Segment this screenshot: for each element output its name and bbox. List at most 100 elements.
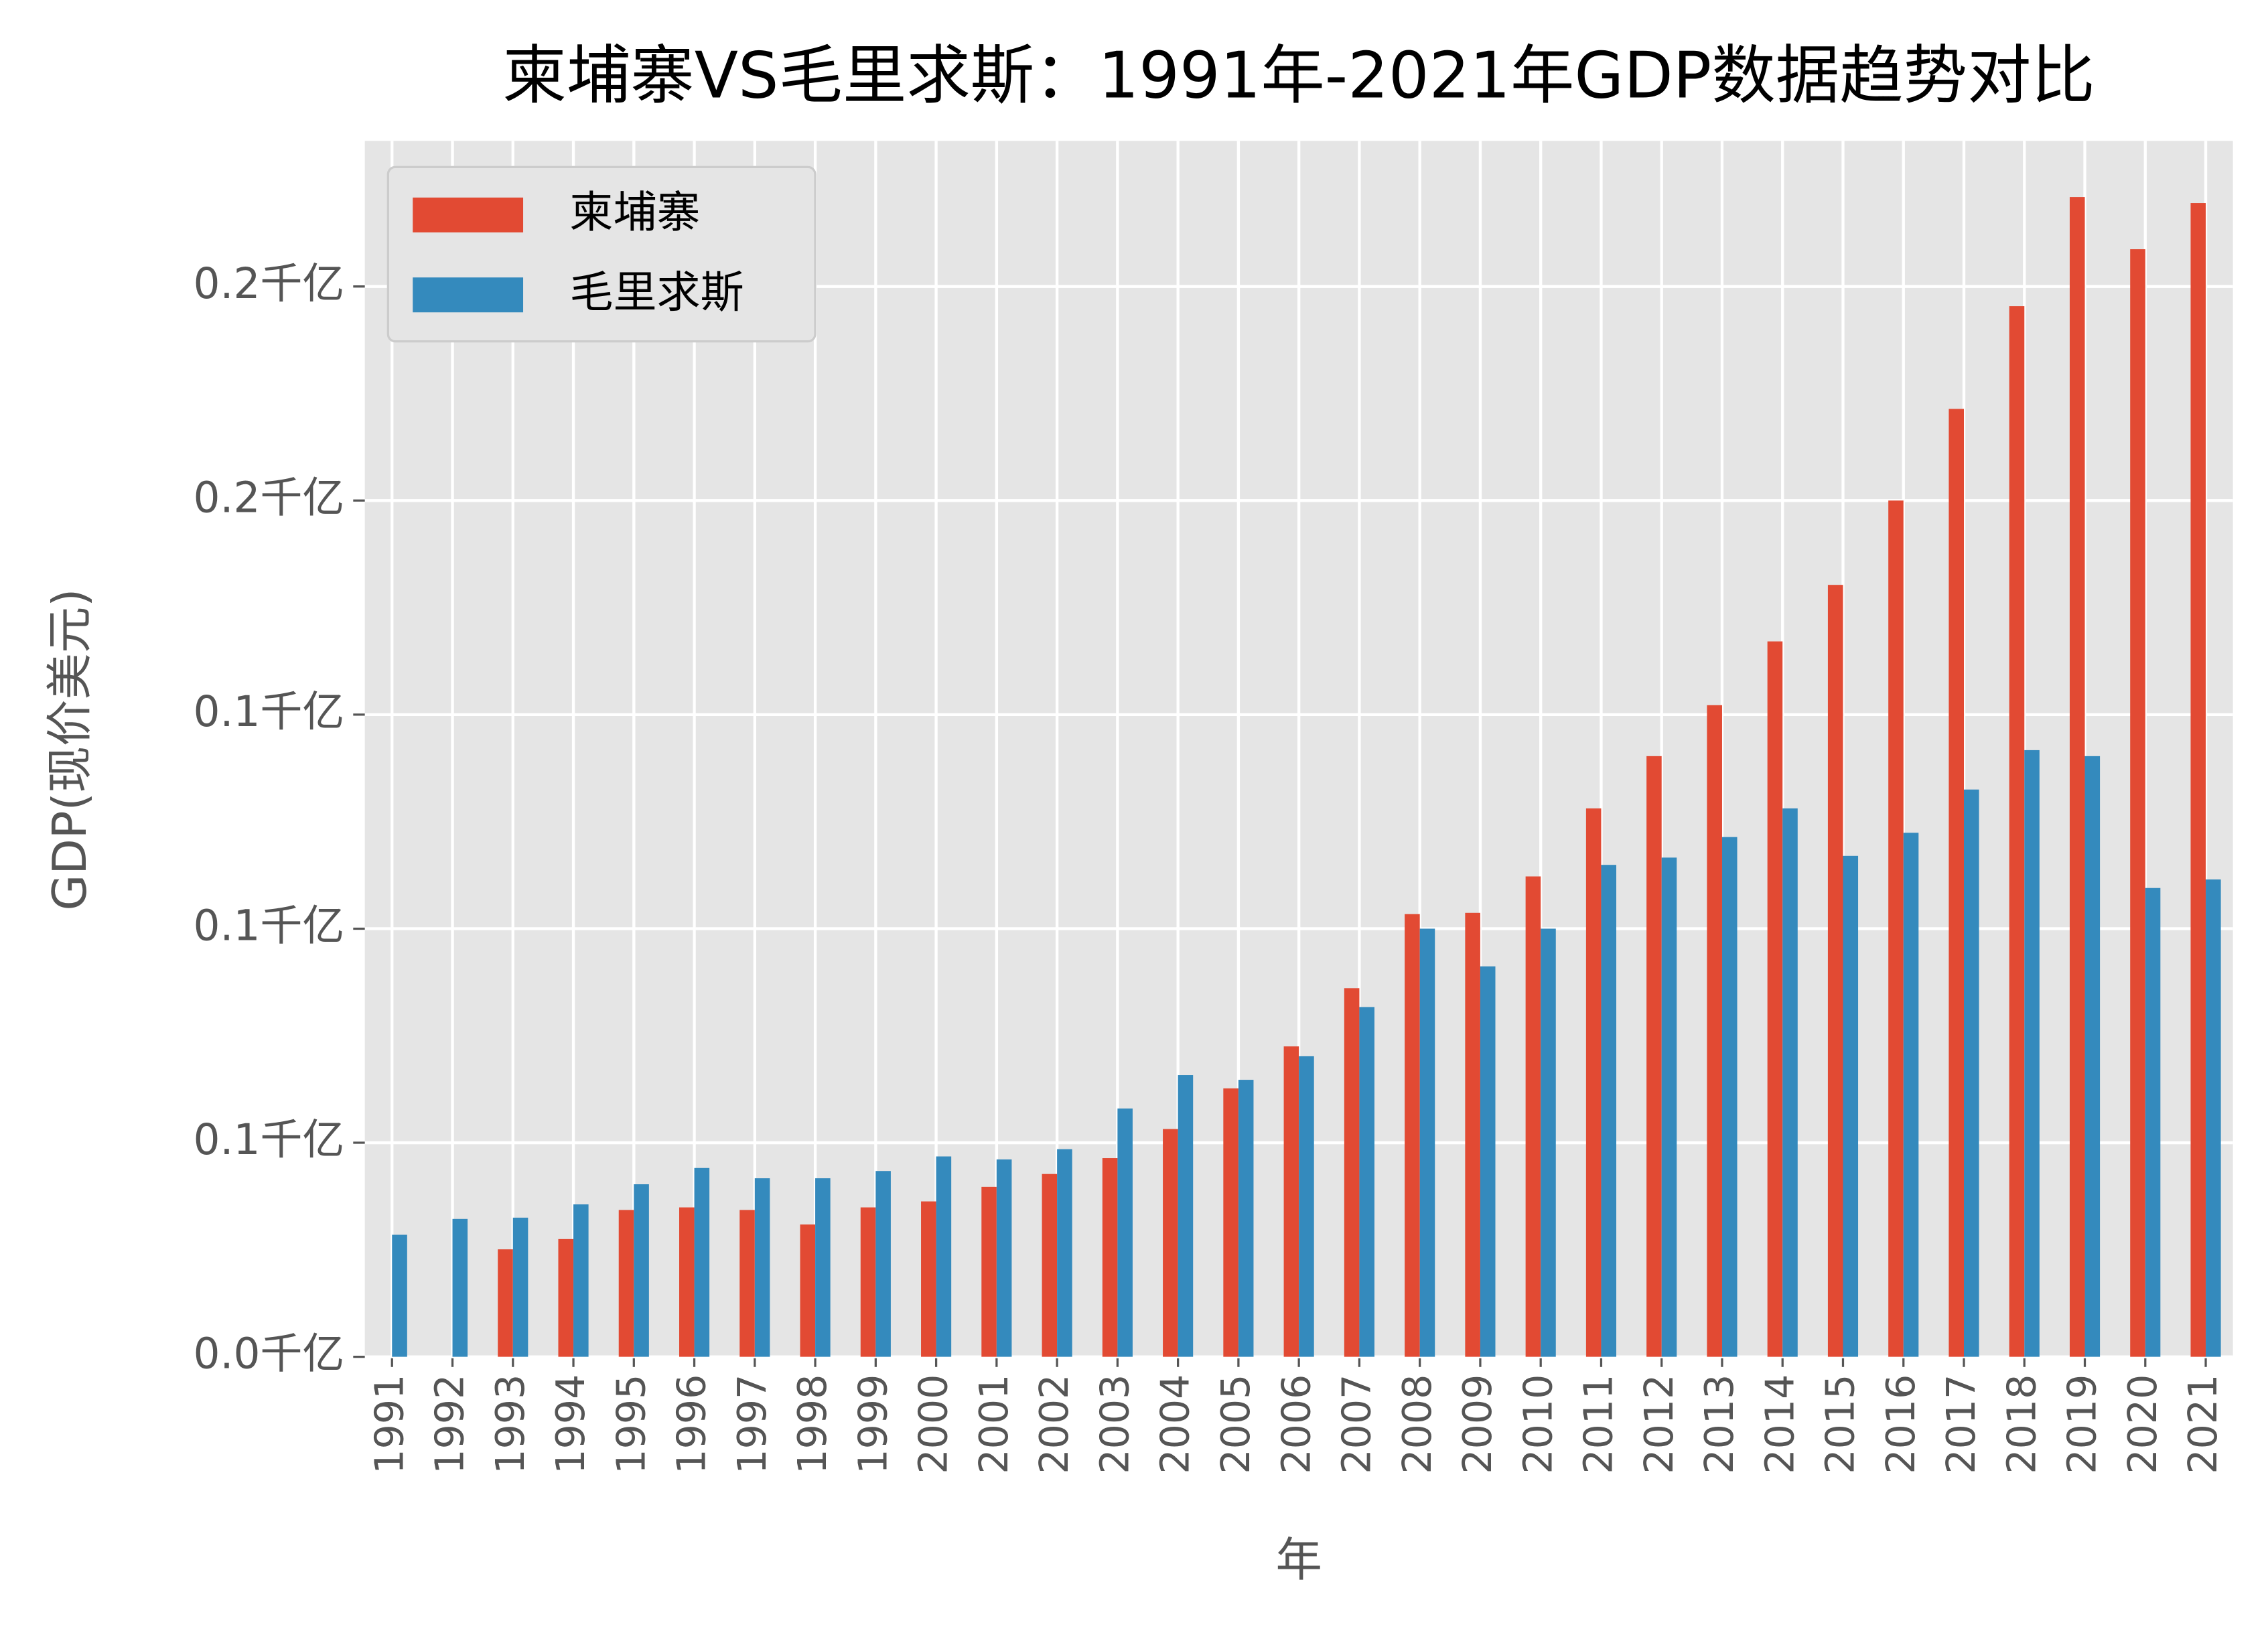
bar [2009,306,2025,1357]
bar [2130,249,2145,1357]
x-tick-label: 1999 [850,1374,896,1474]
bar [1238,1080,1254,1357]
x-tick-label: 2001 [971,1374,1017,1474]
y-tick-label: 0.2千亿 [194,259,345,308]
bar [1405,914,1420,1357]
y-axis-label: GDP(现价美元) [44,589,97,911]
bar [1585,808,1602,1357]
bar [936,1156,952,1357]
bar [1721,837,1738,1357]
legend-swatch [413,197,524,232]
x-tick-label: 2018 [1999,1374,2044,1474]
x-tick-label: 2007 [1334,1374,1380,1474]
bar [981,1186,997,1357]
bar [1359,1007,1374,1357]
bar [1707,705,1722,1357]
x-tick-label: 1995 [608,1374,654,1474]
x-tick-label: 2012 [1636,1374,1682,1474]
bar [2024,750,2040,1357]
bar [860,1207,876,1357]
x-tick-label: 2011 [1576,1374,1622,1474]
bar [1827,585,1843,1357]
bar [1601,865,1617,1357]
legend-label: 毛里求斯 [569,267,743,317]
bar [634,1184,649,1357]
bar [1419,928,1435,1357]
bar [1767,641,1783,1357]
bar [2084,756,2101,1357]
bar [1057,1149,1072,1357]
x-tick-label: 2005 [1213,1374,1259,1474]
bar [2206,879,2221,1357]
x-tick-label: 1992 [427,1374,473,1474]
x-tick-label: 2003 [1092,1374,1137,1474]
x-tick-label: 2010 [1515,1374,1561,1474]
x-tick-label: 1993 [488,1374,533,1474]
bar [679,1207,695,1357]
x-tick-label: 2009 [1455,1374,1500,1474]
x-tick-label: 1996 [669,1374,715,1474]
x-tick-label: 2020 [2120,1374,2166,1474]
bar [573,1204,589,1357]
x-axis-label: 年 [1275,1534,1322,1587]
bar [1782,808,1798,1357]
bar [1903,833,1919,1357]
y-tick-label: 0.1千亿 [194,687,345,736]
bar [558,1239,574,1357]
bar [392,1234,407,1357]
bar [498,1249,513,1357]
x-tick-label: 1998 [790,1374,835,1474]
bar [1646,756,1662,1357]
bar [694,1168,710,1357]
bar [1465,912,1480,1357]
bar [2069,197,2085,1357]
y-tick-label: 0.2千亿 [194,473,345,522]
bar [1964,789,1979,1357]
bar [996,1159,1012,1357]
x-tick-label: 2016 [1878,1374,1924,1474]
bar [1541,928,1556,1357]
x-tick-label: 1991 [366,1374,412,1474]
bar [1042,1174,1058,1357]
bar [1178,1075,1194,1357]
x-tick-label: 2021 [2180,1374,2226,1474]
chart-title: 柬埔寨VS毛里求斯：1991年-2021年GDP数据趋势对比 [503,38,2095,113]
bar [875,1171,891,1357]
x-tick-label: 1994 [548,1374,593,1474]
bar [618,1210,634,1357]
bar [1525,876,1541,1357]
bar [754,1178,770,1357]
x-tick-label: 2017 [1938,1374,1984,1474]
bar [2145,888,2161,1357]
x-tick-label: 2015 [1818,1374,1863,1474]
bar [1661,857,1677,1357]
bar [1223,1088,1238,1357]
bar [1344,988,1360,1357]
bar [921,1201,936,1357]
bar [1163,1129,1178,1357]
y-tick-label: 0.0千亿 [194,1330,345,1378]
bar [1283,1046,1299,1357]
x-tick-label: 2000 [911,1374,956,1474]
legend-label: 柬埔寨 [569,188,700,238]
bar [739,1210,755,1357]
bar [1102,1158,1118,1357]
bar [1948,409,1965,1357]
bar [452,1218,468,1357]
bar [1117,1108,1133,1357]
x-tick-label: 2013 [1697,1374,1742,1474]
bar [1888,500,1904,1357]
legend-swatch [413,277,524,313]
x-tick-label: 2014 [1757,1374,1802,1474]
x-tick-label: 2004 [1153,1374,1198,1474]
x-tick-label: 2019 [2060,1374,2105,1474]
bar [512,1217,528,1357]
x-tick-label: 1997 [729,1374,775,1474]
bar [1843,855,1859,1357]
x-tick-label: 2008 [1395,1374,1440,1474]
bar [1299,1056,1314,1357]
bar [800,1224,816,1357]
y-tick-label: 0.1千亿 [194,902,345,950]
